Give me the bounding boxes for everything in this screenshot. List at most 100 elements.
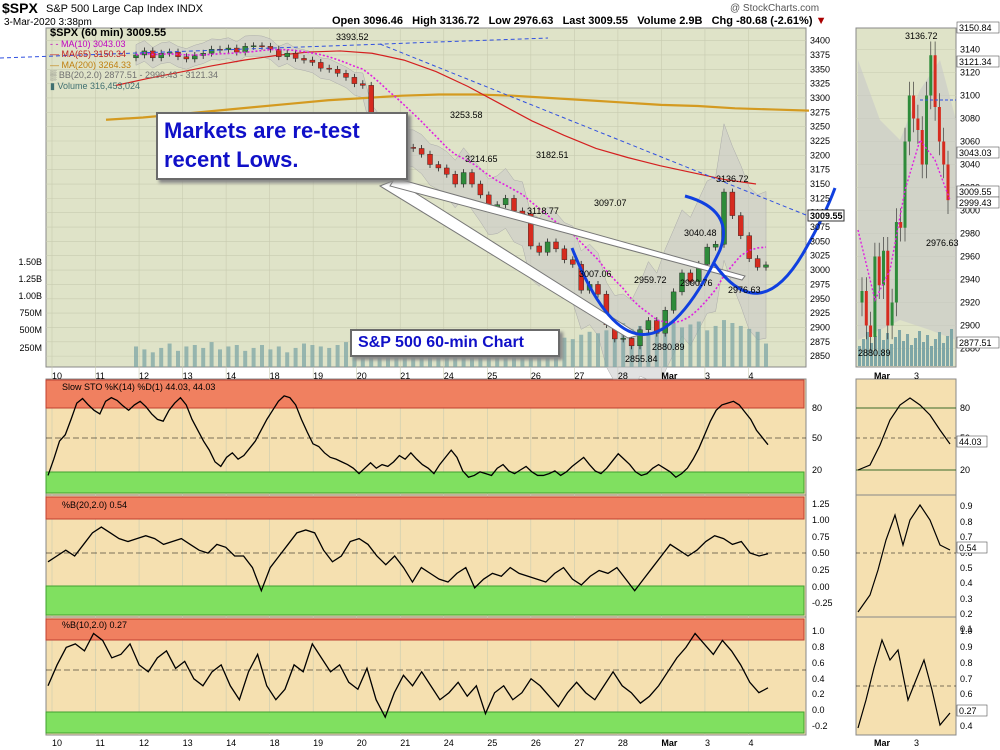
price-annotation: 2976.63 — [728, 285, 761, 295]
volume-tick-label: 250M — [19, 343, 42, 353]
symbol: $SPX — [2, 0, 38, 16]
indicator-tick-label: 0.8 — [812, 642, 825, 652]
mini-right-tag — [956, 21, 1000, 34]
volume-bar — [764, 343, 768, 367]
mini-pctb-bg — [855, 494, 957, 618]
candle-body — [276, 49, 282, 57]
volume-bar — [268, 349, 273, 367]
volume-tick-label: 500M — [19, 325, 42, 335]
callout-pointer-2 — [389, 177, 746, 281]
volume-bar — [688, 324, 693, 367]
indicator-line — [47, 526, 769, 593]
watermark: @ StockCharts.com — [730, 3, 820, 14]
x-tick-label-bottom: 28 — [618, 738, 628, 748]
mini-pctb10-bg — [855, 616, 957, 736]
indicator-tick-label: 1.25 — [812, 499, 830, 509]
x-tick-label-bottom: 19 — [313, 738, 323, 748]
x-tick-label: 14 — [226, 371, 236, 381]
price-tick-label: 3325 — [810, 79, 830, 89]
mini-indicator-tick: 80 — [960, 403, 970, 413]
u-curve-left — [570, 194, 725, 336]
volume-bar — [293, 347, 298, 367]
mini-tick-label: 2920 — [960, 298, 980, 308]
mini-candle-body — [882, 250, 885, 286]
volume-tick-label: 1.00B — [18, 291, 42, 301]
volume-bar — [621, 323, 626, 367]
mini-indicator-tick: 0.7 — [960, 674, 973, 684]
volume-value: 2.9B — [679, 15, 703, 27]
volume-bar — [285, 352, 290, 367]
x-tick-label: 4 — [748, 371, 753, 381]
mini-volume-bar — [890, 344, 893, 366]
price-annotation: 3182.51 — [536, 150, 569, 160]
mini-right-tag-text: 3121.34 — [959, 57, 992, 67]
mini-price-label: 2880.89 — [858, 348, 891, 358]
volume-bar — [604, 330, 609, 367]
candle-body — [343, 73, 349, 78]
price-tick-label: 2925 — [810, 308, 830, 318]
price-tick-label: 3175 — [810, 165, 830, 175]
mini-volume-bar — [866, 332, 869, 366]
mini-indicator-line — [857, 397, 951, 471]
indicator-tick-label: 0.25 — [812, 565, 830, 575]
x-tick-label: 3 — [705, 371, 710, 381]
pctb-title: %B(20,2.0) 0.54 — [62, 500, 128, 510]
candle-body — [452, 174, 458, 185]
candle-body — [158, 53, 164, 59]
mini-candle-body — [860, 291, 864, 303]
legend: $SPX (60 min) 3009.55 - - MA(10) 3043.03… — [50, 28, 218, 91]
chart-label-box: S&P 500 60-min Chart — [350, 329, 560, 357]
candle-body — [234, 47, 240, 53]
mini-tick-label: 3100 — [960, 91, 980, 101]
mini-volume-bar — [950, 329, 953, 366]
mini-right-tag — [956, 336, 1000, 349]
mini-indicator-tag — [956, 704, 988, 717]
low-value: 2976.63 — [513, 15, 554, 27]
x-tick-label-bottom: 25 — [487, 738, 497, 748]
volume-bar — [747, 328, 752, 367]
volume-bar — [570, 339, 575, 367]
oversold-zone — [45, 471, 805, 494]
candle-body — [301, 58, 307, 61]
indicator-tick-label: 0.00 — [812, 582, 830, 592]
sto-title: Slow STO %K(14) %D(1) 44.03, 44.03 — [62, 382, 216, 392]
mini-tick-label: 3140 — [960, 45, 980, 55]
candle-body — [754, 258, 761, 268]
x-tick-label-bottom: 27 — [574, 738, 584, 748]
price-tick-label: 3000 — [810, 265, 830, 275]
price-annotation: 3118.77 — [527, 206, 559, 216]
x-tick-label: Mar — [661, 371, 678, 381]
mini-indicator-tick: 0.8 — [960, 517, 973, 527]
candle-body — [259, 45, 265, 47]
volume-bar — [671, 323, 676, 367]
mini-candle-body — [925, 95, 928, 165]
ma65-line — [115, 50, 757, 185]
indicator-tick-label: 0.0 — [812, 705, 825, 715]
price-tick-label: 3150 — [810, 179, 830, 189]
trendline-top — [0, 37, 549, 59]
oversold-zone — [45, 711, 805, 734]
indicator-tick-label: -0.25 — [812, 598, 833, 608]
mini-right-tag-text: 2877.51 — [959, 338, 992, 348]
legend-title: $SPX (60 min) 3009.55 — [50, 27, 167, 39]
mini-indicator-value: 0.27 — [959, 706, 977, 716]
x-tick-label: 26 — [531, 371, 541, 381]
volume-bar — [159, 347, 164, 367]
x-tick-label-bottom: Mar — [661, 738, 678, 748]
indicator-tick-label: 1.0 — [812, 626, 825, 636]
chart-date: 3-Mar-2020 3:38pm — [4, 17, 92, 28]
mini-volume-bar — [894, 337, 897, 366]
indicator-tick-label: 0.4 — [812, 674, 825, 684]
pctb10-title: %B(10,2.0) 0.27 — [62, 620, 128, 630]
candle-body — [712, 244, 719, 248]
mini-indicator-value: 44.03 — [959, 437, 982, 447]
mini-price-label: 3136.72 — [905, 31, 938, 41]
callout-box: Markets are re-test recent Lows. — [156, 112, 408, 180]
candle-body — [746, 235, 752, 259]
indicator-line — [47, 395, 769, 479]
candle-body — [444, 167, 450, 175]
mini-tick-label: 2900 — [960, 321, 980, 331]
volume-bar — [663, 325, 668, 367]
mini-sto-bg — [855, 378, 957, 496]
